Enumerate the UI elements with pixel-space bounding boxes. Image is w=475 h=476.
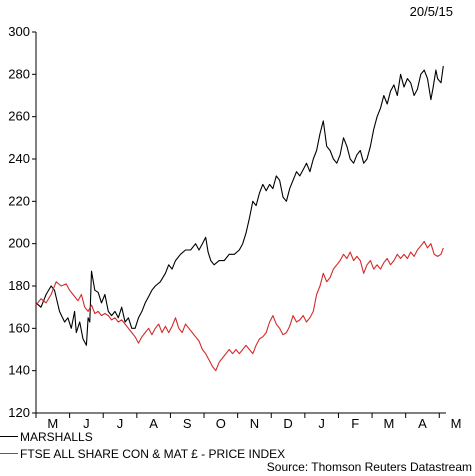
y-tick-label: 240: [8, 151, 30, 166]
legend-swatch-marshalls: [0, 436, 18, 437]
x-tick-label: A: [418, 416, 427, 428]
legend-label-ftse: FTSE ALL SHARE CON & MAT £ - PRICE INDEX: [20, 446, 286, 461]
x-tick-label: J: [117, 416, 124, 428]
legend-item-marshalls: MARSHALLS: [0, 428, 285, 445]
source-note: Source: Thomson Reuters Datastream: [266, 460, 472, 474]
series-line-marshalls: [35, 65, 444, 346]
chart-canvas: 120 140 160 180 200 220 240 260 280 300 M J J A S O N D J…: [8, 24, 462, 428]
y-tick-label: 140: [8, 363, 30, 378]
y-axis: 120 140 160 180 200 220 240 260 280 300: [8, 24, 36, 420]
legend-swatch-ftse: [0, 453, 18, 454]
series-group: [35, 65, 444, 372]
x-tick-label: J: [318, 416, 325, 428]
y-tick-label: 120: [8, 405, 30, 420]
x-tick-label: D: [283, 416, 292, 428]
legend-item-ftse: FTSE ALL SHARE CON & MAT £ - PRICE INDEX: [0, 445, 285, 462]
chart-date: 20/5/15: [409, 4, 453, 19]
x-tick-label: M: [451, 416, 462, 428]
x-tick-label: N: [250, 416, 259, 428]
y-tick-label: 200: [8, 236, 30, 251]
y-tick-label: 300: [8, 24, 30, 39]
y-tick-label: 180: [8, 278, 30, 293]
series-line-ftse: [35, 240, 444, 372]
x-tick-label: O: [216, 416, 226, 428]
x-tick-label: S: [183, 416, 192, 428]
x-tick-label: M: [47, 416, 58, 428]
y-tick-label: 260: [8, 109, 30, 124]
plot-frame: [35, 32, 446, 414]
legend-label-marshalls: MARSHALLS: [20, 429, 93, 444]
legend: MARSHALLS FTSE ALL SHARE CON & MAT £ - P…: [0, 428, 285, 462]
y-tick-label: 280: [8, 66, 30, 81]
y-tick-label: 220: [8, 193, 30, 208]
y-tick-label: 160: [8, 320, 30, 335]
x-tick-label: J: [83, 416, 90, 428]
x-tick-label: M: [383, 416, 394, 428]
x-tick-label: A: [149, 416, 158, 428]
x-tick-label: F: [351, 416, 359, 428]
